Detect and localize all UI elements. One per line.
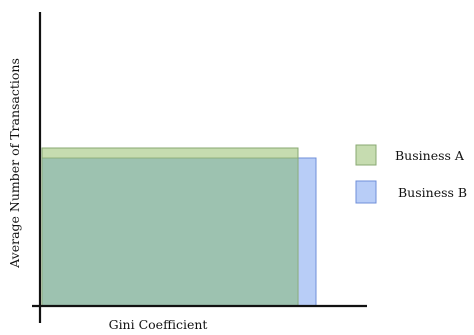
legend-swatch-business-a xyxy=(355,144,377,166)
y-axis-label: Average Number of Transactions xyxy=(7,58,22,269)
legend-label-business-b: Business B xyxy=(398,185,467,200)
overlap-region xyxy=(41,157,299,307)
legend-label-business-a: Business A xyxy=(395,148,465,163)
legend: Business A Business B xyxy=(355,144,467,204)
legend-swatch-business-b xyxy=(355,180,377,204)
x-axis-label: Gini Coefficient xyxy=(109,317,208,332)
